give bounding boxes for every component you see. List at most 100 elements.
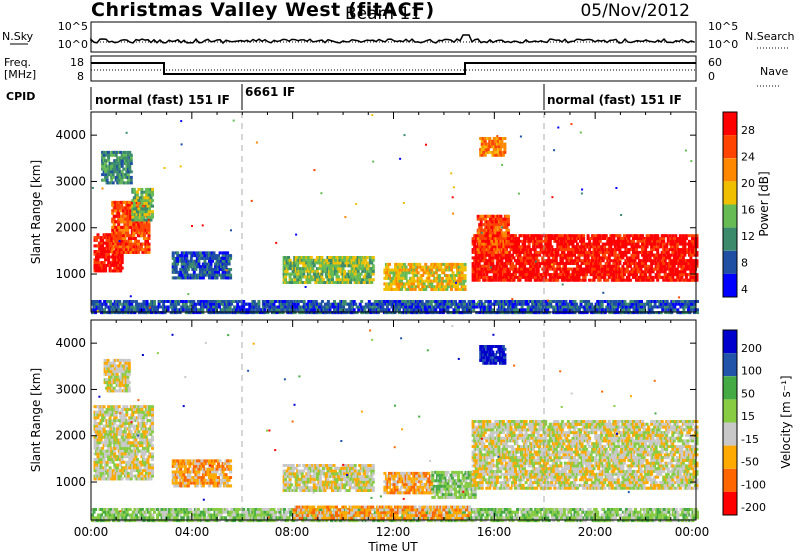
data-cell: [223, 256, 227, 260]
data-cell: [600, 264, 604, 268]
data-cell: [512, 278, 516, 282]
data-cell: [662, 250, 666, 254]
data-cell: [120, 156, 124, 160]
data-cell: [317, 258, 321, 262]
data-cell: [151, 204, 154, 208]
data-cell: [398, 268, 402, 272]
data-cell: [689, 262, 693, 265]
data-cell: [217, 259, 220, 263]
data-cell: [592, 234, 596, 238]
data-cell: [338, 281, 342, 284]
data-cell: [506, 311, 510, 315]
data-cell: [562, 237, 566, 240]
data-cell: [108, 236, 112, 240]
data-cell: [361, 269, 365, 273]
data-cell: [491, 214, 495, 218]
data-cell: [665, 262, 669, 265]
data-cell: [665, 245, 669, 249]
data-cell: [574, 248, 578, 252]
data-cell: [385, 300, 389, 303]
data-cell: [442, 279, 446, 283]
data-cell: [328, 275, 331, 279]
data-cell: [463, 287, 467, 291]
data-cell: [302, 300, 306, 303]
data-cell: [96, 261, 100, 265]
data-cell: [654, 262, 658, 265]
data-cell: [571, 239, 575, 243]
data-cell: [607, 256, 611, 260]
data-cell: [434, 287, 438, 291]
data-cell: [301, 311, 305, 315]
data-cell: [184, 300, 188, 303]
data-cell: [120, 220, 124, 224]
data-cell: [209, 254, 213, 258]
data-cell: [129, 242, 133, 246]
data-cell: [200, 254, 204, 258]
data-cell: [339, 305, 342, 309]
data-cell: [568, 239, 572, 243]
data-cell: [352, 275, 356, 279]
data-cell: [671, 270, 675, 274]
data-cell: [434, 300, 438, 303]
data-cell: [592, 237, 596, 240]
data-cell: [147, 245, 151, 249]
data-cell: [124, 311, 128, 315]
data-cell: [110, 162, 114, 165]
data-cell: [436, 282, 440, 286]
data-cell: [451, 271, 455, 275]
data-cell: [272, 305, 276, 309]
data-cell: [506, 305, 510, 309]
data-cell: [147, 234, 151, 238]
data-cell: [641, 264, 644, 268]
data-cell: [592, 262, 596, 265]
data-cell: [491, 262, 495, 265]
data-cell: [107, 150, 111, 154]
data-cell: [139, 234, 143, 238]
data-cell: [104, 305, 108, 309]
data-cell: [459, 287, 462, 291]
data-cell: [147, 311, 150, 315]
data-cell: [494, 242, 498, 246]
data-cell: [695, 242, 699, 246]
data-cell: [317, 261, 321, 265]
data-cell: [393, 300, 397, 303]
data-cell: [495, 273, 499, 277]
data-cell: [112, 234, 116, 238]
data-cell: [453, 276, 456, 280]
data-cell: [121, 308, 125, 312]
data-cell: [361, 308, 365, 312]
data-cell: [145, 305, 149, 309]
data-cell: [512, 237, 516, 240]
data-cell: [689, 256, 693, 260]
data-cell: [426, 302, 430, 306]
data-cell: [499, 228, 503, 232]
data-cell: [674, 250, 678, 254]
data-cell: [576, 250, 579, 254]
data-cell: [308, 261, 312, 265]
data-cell: [692, 270, 696, 274]
data-cell: [213, 300, 217, 303]
data-cell: [535, 253, 539, 257]
data-cell: [118, 300, 122, 303]
data-cell: [678, 256, 682, 260]
data-cell: [625, 267, 629, 271]
data-cell: [398, 282, 402, 286]
data-cell: [491, 253, 495, 257]
data-cell: [424, 287, 428, 291]
data-cell: [518, 256, 522, 260]
data-cell: [612, 275, 616, 279]
data-cell: [527, 245, 531, 249]
data-cell: [499, 308, 503, 312]
data-cell: [201, 311, 205, 315]
data-cell: [144, 204, 148, 208]
data-cell: [176, 259, 180, 263]
data-cell: [440, 282, 444, 286]
data-cell: [229, 276, 233, 280]
data-cell: [520, 305, 524, 309]
data-cell: [616, 273, 620, 277]
data-cell: [501, 153, 505, 157]
data-cell: [352, 261, 356, 265]
data-cell: [529, 275, 533, 279]
data-cell: [494, 237, 498, 240]
